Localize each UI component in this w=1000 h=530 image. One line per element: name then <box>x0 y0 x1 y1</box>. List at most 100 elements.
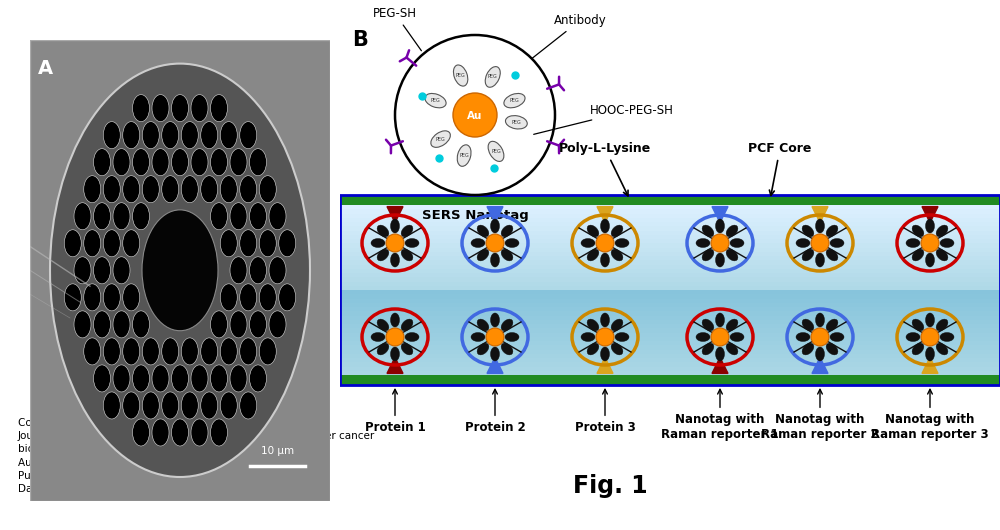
Polygon shape <box>487 207 503 223</box>
Ellipse shape <box>477 343 489 355</box>
Circle shape <box>181 338 198 365</box>
Ellipse shape <box>581 238 595 248</box>
Text: Antibody: Antibody <box>532 14 606 58</box>
Circle shape <box>123 176 140 203</box>
Ellipse shape <box>501 343 513 355</box>
Ellipse shape <box>826 225 838 237</box>
Circle shape <box>201 176 218 203</box>
Circle shape <box>486 234 504 252</box>
Circle shape <box>103 176 120 203</box>
Text: PEG: PEG <box>488 74 498 80</box>
Ellipse shape <box>802 343 814 355</box>
Ellipse shape <box>490 219 500 233</box>
Ellipse shape <box>490 347 500 361</box>
FancyBboxPatch shape <box>340 214 1000 218</box>
Ellipse shape <box>826 249 838 261</box>
Circle shape <box>93 257 110 284</box>
FancyBboxPatch shape <box>340 294 1000 299</box>
Ellipse shape <box>453 65 468 86</box>
Ellipse shape <box>926 313 934 327</box>
Circle shape <box>240 230 257 257</box>
Ellipse shape <box>390 313 400 327</box>
Circle shape <box>181 392 198 419</box>
FancyBboxPatch shape <box>340 375 1000 385</box>
FancyBboxPatch shape <box>340 235 1000 240</box>
Polygon shape <box>922 207 938 223</box>
Circle shape <box>240 338 257 365</box>
FancyBboxPatch shape <box>340 367 1000 371</box>
Text: Protein 1: Protein 1 <box>365 390 425 434</box>
Ellipse shape <box>611 343 623 355</box>
Circle shape <box>123 121 140 148</box>
Polygon shape <box>812 357 828 374</box>
Ellipse shape <box>377 249 389 261</box>
Circle shape <box>162 338 179 365</box>
Ellipse shape <box>504 93 525 108</box>
FancyBboxPatch shape <box>340 332 1000 337</box>
Ellipse shape <box>912 249 924 261</box>
Circle shape <box>259 230 276 257</box>
Circle shape <box>230 365 247 392</box>
Text: Nanotag with
Raman reporter 3: Nanotag with Raman reporter 3 <box>871 390 989 441</box>
Text: PEG: PEG <box>456 73 466 78</box>
Circle shape <box>93 149 110 176</box>
Ellipse shape <box>906 238 920 248</box>
Circle shape <box>486 328 504 346</box>
Ellipse shape <box>587 319 599 331</box>
Text: PEG: PEG <box>431 98 440 103</box>
Ellipse shape <box>816 253 824 267</box>
Circle shape <box>113 257 130 284</box>
Circle shape <box>142 210 218 331</box>
Ellipse shape <box>726 319 738 331</box>
Circle shape <box>152 365 169 392</box>
Text: PEG: PEG <box>511 120 521 125</box>
FancyBboxPatch shape <box>340 256 1000 261</box>
FancyBboxPatch shape <box>340 298 1000 303</box>
Circle shape <box>132 365 150 392</box>
Ellipse shape <box>802 319 814 331</box>
Circle shape <box>230 203 247 230</box>
Circle shape <box>250 257 266 284</box>
Circle shape <box>191 149 208 176</box>
Ellipse shape <box>702 249 714 261</box>
Ellipse shape <box>581 332 595 341</box>
Polygon shape <box>712 207 728 223</box>
Circle shape <box>64 284 81 311</box>
Ellipse shape <box>587 343 599 355</box>
FancyBboxPatch shape <box>340 320 1000 324</box>
Circle shape <box>93 311 110 338</box>
Ellipse shape <box>936 343 948 355</box>
Polygon shape <box>922 357 938 374</box>
Circle shape <box>191 94 208 121</box>
FancyBboxPatch shape <box>340 341 1000 346</box>
Circle shape <box>93 365 110 392</box>
Ellipse shape <box>912 343 924 355</box>
Ellipse shape <box>802 225 814 237</box>
Polygon shape <box>712 357 728 374</box>
FancyBboxPatch shape <box>340 328 1000 333</box>
FancyBboxPatch shape <box>340 264 1000 269</box>
FancyBboxPatch shape <box>340 290 1000 295</box>
Circle shape <box>240 284 257 311</box>
Circle shape <box>123 392 140 419</box>
Ellipse shape <box>830 238 844 248</box>
Polygon shape <box>387 357 403 374</box>
Circle shape <box>172 419 188 446</box>
FancyBboxPatch shape <box>340 354 1000 358</box>
Polygon shape <box>387 207 403 223</box>
FancyBboxPatch shape <box>340 239 1000 244</box>
Ellipse shape <box>587 249 599 261</box>
FancyBboxPatch shape <box>340 218 1000 223</box>
FancyBboxPatch shape <box>340 324 1000 329</box>
Circle shape <box>386 234 404 252</box>
Ellipse shape <box>457 145 471 166</box>
Circle shape <box>103 121 120 148</box>
Circle shape <box>220 284 237 311</box>
Circle shape <box>123 284 140 311</box>
Circle shape <box>240 176 257 203</box>
Circle shape <box>711 234 729 252</box>
Circle shape <box>162 392 179 419</box>
FancyBboxPatch shape <box>340 260 1000 265</box>
Circle shape <box>142 121 159 148</box>
Circle shape <box>123 230 140 257</box>
